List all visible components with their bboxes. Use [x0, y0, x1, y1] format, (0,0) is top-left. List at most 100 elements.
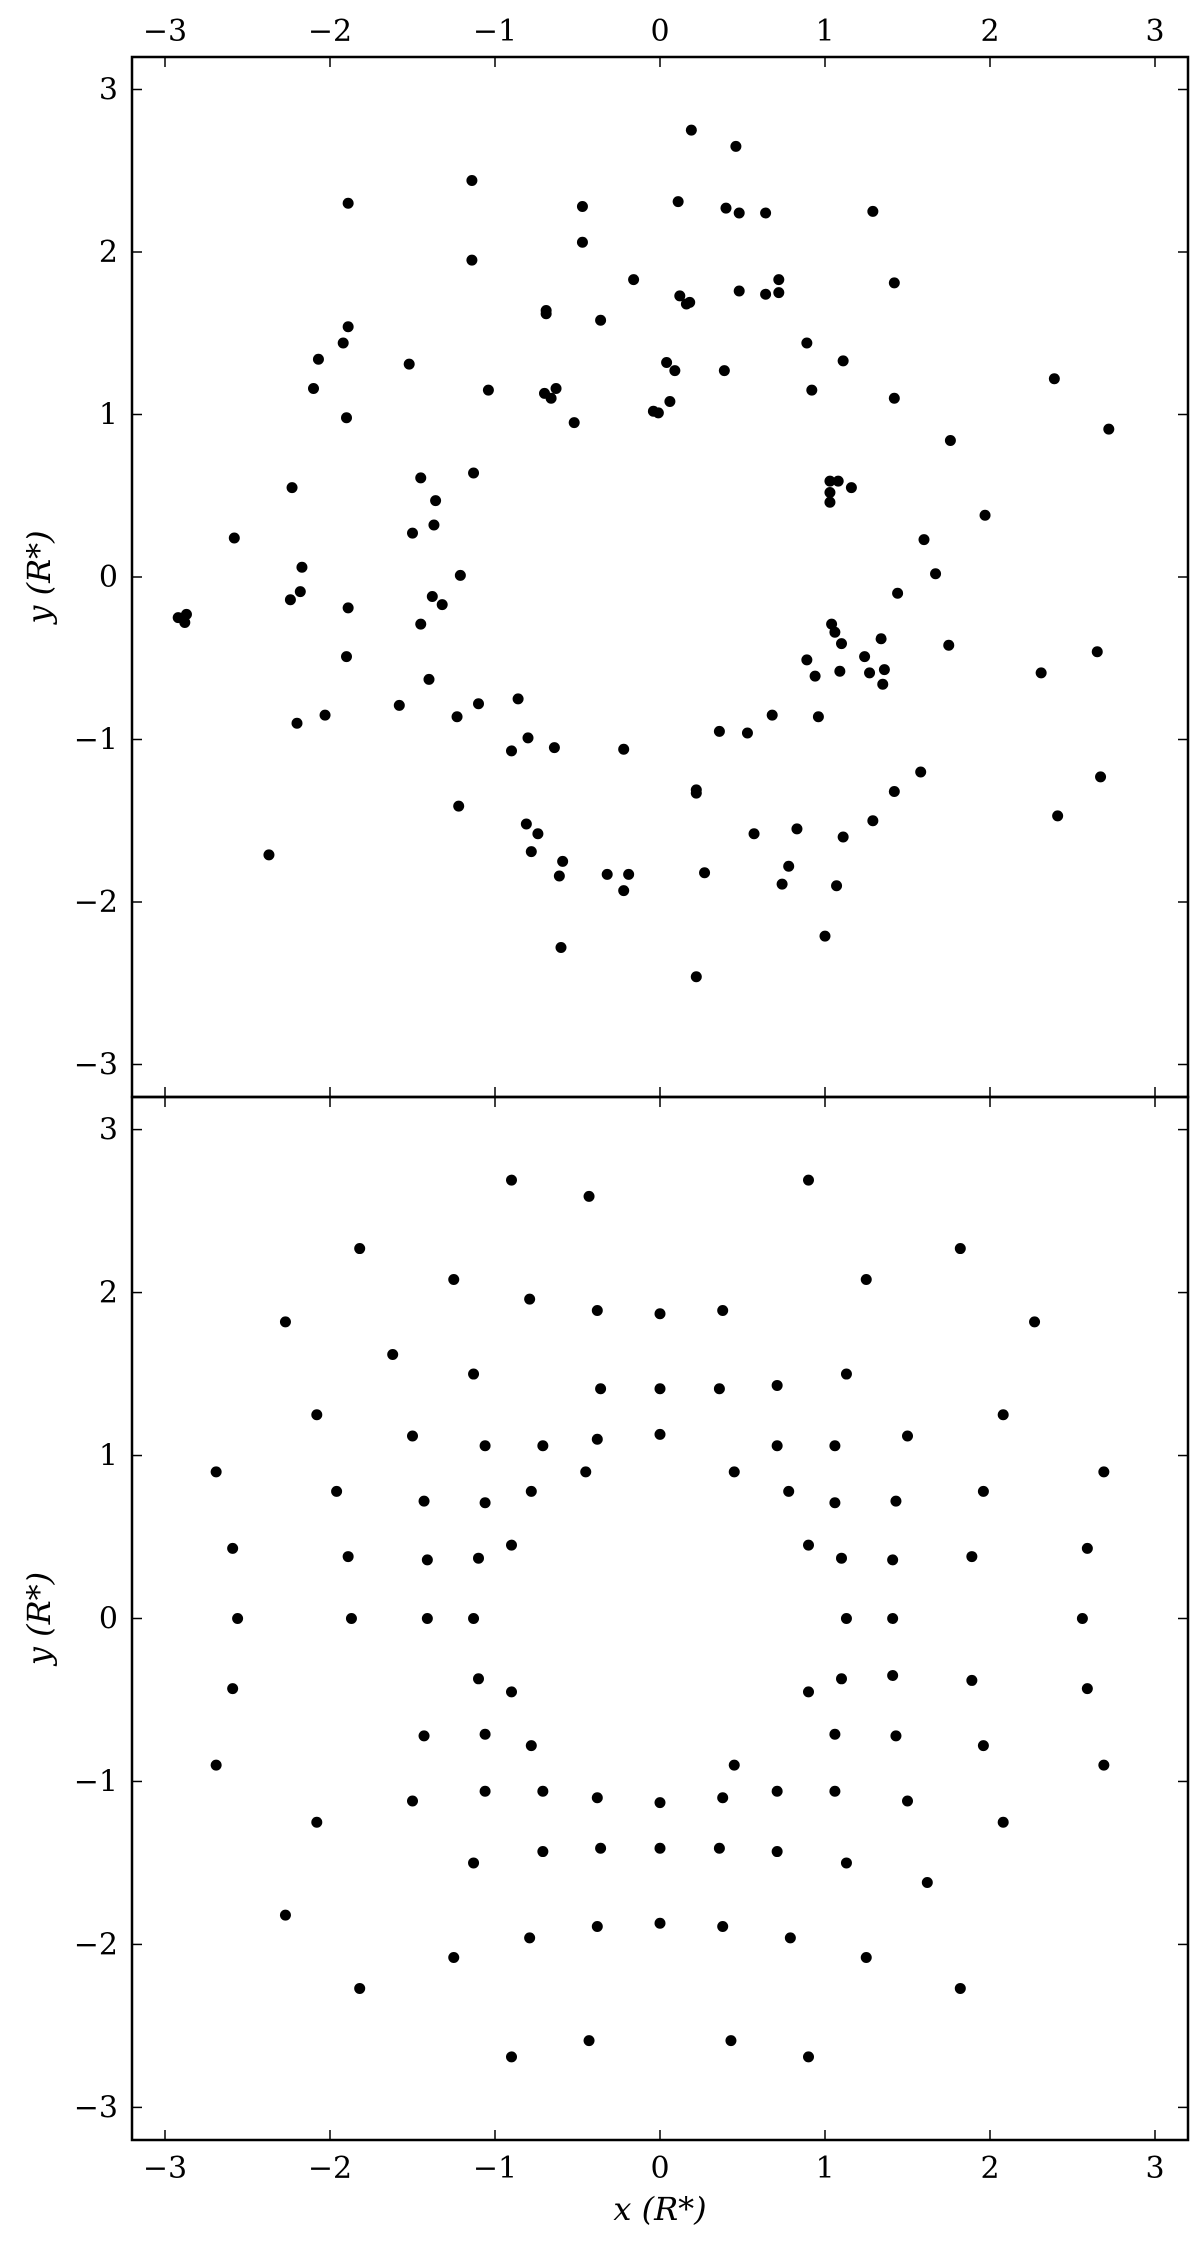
- data-point: [714, 726, 725, 737]
- data-point: [537, 1440, 548, 1451]
- data-point: [864, 667, 875, 678]
- data-point: [801, 654, 812, 665]
- data-point: [506, 1686, 517, 1697]
- data-point: [320, 710, 331, 721]
- data-point: [453, 801, 464, 812]
- data-point: [734, 286, 745, 297]
- data-point: [783, 861, 794, 872]
- data-point: [532, 828, 543, 839]
- data-point: [480, 1786, 491, 1797]
- data-point: [714, 1843, 725, 1854]
- data-point: [577, 201, 588, 212]
- data-point: [838, 355, 849, 366]
- data-point: [311, 1817, 322, 1828]
- data-point: [618, 885, 629, 896]
- data-point: [760, 289, 771, 300]
- data-point: [673, 196, 684, 207]
- data-point: [263, 849, 274, 860]
- data-point: [655, 1918, 666, 1929]
- data-point: [407, 1430, 418, 1441]
- data-point: [833, 476, 844, 487]
- data-point: [655, 1383, 666, 1394]
- data-point: [836, 1553, 847, 1564]
- data-point: [551, 383, 562, 394]
- x-tick-label: 0: [650, 14, 669, 49]
- data-point: [806, 385, 817, 396]
- y-tick-label: 2: [99, 1276, 118, 1311]
- data-point: [861, 1952, 872, 1963]
- x-tick-label: 2: [980, 2151, 999, 2186]
- data-point: [655, 1797, 666, 1808]
- y-tick-label: 1: [99, 1439, 118, 1474]
- data-point: [861, 1274, 872, 1285]
- data-point: [468, 1613, 479, 1624]
- x-tick-label: −1: [473, 14, 517, 49]
- data-point: [546, 393, 557, 404]
- y-tick-label: −3: [74, 1048, 118, 1083]
- data-point: [341, 651, 352, 662]
- data-point: [1103, 424, 1114, 435]
- data-point: [772, 1440, 783, 1451]
- data-point: [1098, 1466, 1109, 1477]
- data-point: [841, 1613, 852, 1624]
- x-tick-label: −2: [308, 2151, 352, 2186]
- data-point: [592, 1434, 603, 1445]
- data-point: [686, 125, 697, 136]
- data-point: [227, 1683, 238, 1694]
- data-point: [280, 1316, 291, 1327]
- data-point: [777, 879, 788, 890]
- data-point: [280, 1910, 291, 1921]
- data-point: [831, 880, 842, 891]
- data-point: [876, 633, 887, 644]
- y-axis-label: y (R*): [20, 1572, 58, 1667]
- data-point: [730, 141, 741, 152]
- data-point: [834, 666, 845, 677]
- data-point: [480, 1440, 491, 1451]
- data-point: [887, 1613, 898, 1624]
- data-point: [717, 1792, 728, 1803]
- data-point: [867, 206, 878, 217]
- data-point: [1095, 771, 1106, 782]
- data-point: [846, 482, 857, 493]
- x-axis-label: x (R*): [613, 2190, 706, 2228]
- data-point: [541, 305, 552, 316]
- data-point: [699, 867, 710, 878]
- data-point: [772, 1846, 783, 1857]
- data-point: [1082, 1543, 1093, 1554]
- data-point: [749, 828, 760, 839]
- y-tick-label: −1: [74, 1764, 118, 1799]
- data-point: [930, 568, 941, 579]
- data-point: [341, 412, 352, 423]
- data-point: [521, 819, 532, 830]
- data-point: [343, 198, 354, 209]
- data-point: [537, 1786, 548, 1797]
- data-point: [734, 208, 745, 219]
- data-point: [955, 1983, 966, 1994]
- x-tick-label: −2: [308, 14, 352, 49]
- data-point: [448, 1274, 459, 1285]
- data-point: [664, 396, 675, 407]
- data-point: [513, 693, 524, 704]
- data-point: [287, 482, 298, 493]
- data-point: [998, 1817, 1009, 1828]
- data-point: [801, 338, 812, 349]
- data-point: [292, 718, 303, 729]
- data-point: [655, 1429, 666, 1440]
- x-tick-label: 3: [1145, 14, 1164, 49]
- data-point: [419, 1730, 430, 1741]
- data-point: [719, 365, 730, 376]
- data-point: [829, 1497, 840, 1508]
- y-tick-label: −2: [74, 1927, 118, 1962]
- data-point: [829, 1729, 840, 1740]
- y-tick-label: 0: [99, 1602, 118, 1637]
- data-point: [902, 1796, 913, 1807]
- data-point: [661, 357, 672, 368]
- data-point: [836, 1673, 847, 1684]
- data-point: [945, 435, 956, 446]
- data-point: [829, 1786, 840, 1797]
- data-point: [838, 832, 849, 843]
- data-point: [725, 2035, 736, 2046]
- data-point: [466, 255, 477, 266]
- top-scatter-panel: 3 2 1 0 −1 −2 −3 −3 −2 −1 0 1 2 3 y (R*): [20, 14, 1188, 1097]
- data-point: [557, 856, 568, 867]
